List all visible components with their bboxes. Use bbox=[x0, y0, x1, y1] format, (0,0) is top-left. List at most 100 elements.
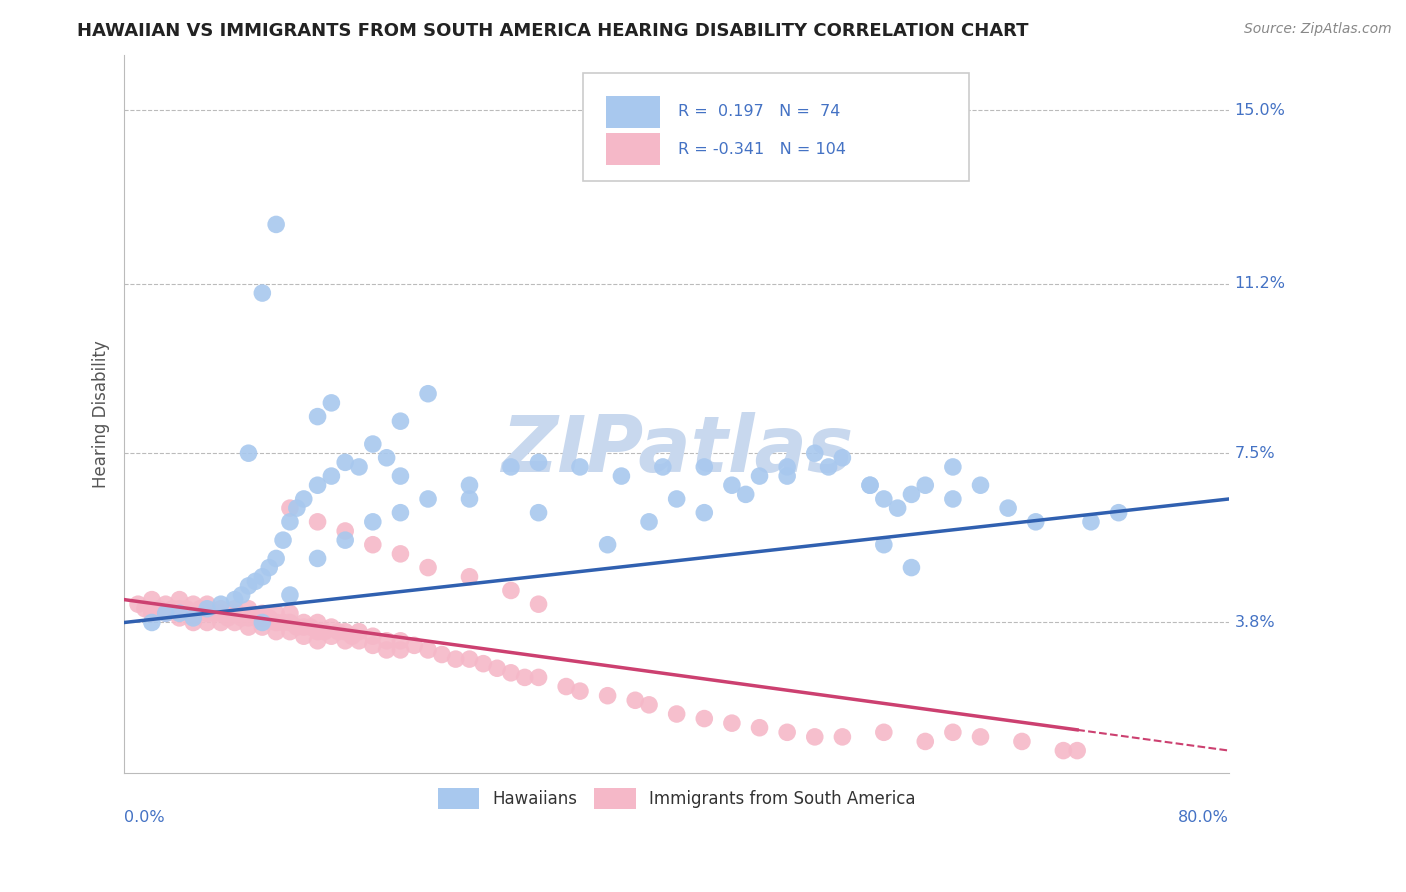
Point bbox=[651, 459, 673, 474]
Point bbox=[942, 725, 965, 739]
Point bbox=[321, 396, 343, 410]
Point bbox=[257, 560, 280, 574]
Point bbox=[900, 560, 922, 574]
Point bbox=[224, 592, 246, 607]
Text: 0.0%: 0.0% bbox=[124, 810, 165, 825]
Point bbox=[307, 633, 329, 648]
Point bbox=[307, 409, 329, 424]
Point bbox=[375, 450, 398, 465]
Point bbox=[569, 684, 592, 698]
Point bbox=[776, 469, 799, 483]
Point bbox=[141, 615, 163, 630]
Point bbox=[321, 469, 343, 483]
Point bbox=[188, 601, 211, 615]
Point bbox=[252, 286, 274, 301]
Point bbox=[231, 588, 253, 602]
Point bbox=[155, 607, 177, 621]
Point bbox=[252, 611, 274, 625]
Point bbox=[569, 459, 592, 474]
Point bbox=[527, 597, 550, 611]
Point bbox=[873, 725, 896, 739]
Point bbox=[859, 478, 882, 492]
Point bbox=[264, 218, 287, 232]
Point bbox=[942, 491, 965, 506]
Point bbox=[252, 615, 274, 630]
Point bbox=[859, 478, 882, 492]
Point bbox=[389, 414, 412, 428]
Point bbox=[134, 601, 156, 615]
Text: R = -0.341   N = 104: R = -0.341 N = 104 bbox=[678, 142, 846, 157]
Point bbox=[347, 459, 370, 474]
Point bbox=[238, 579, 260, 593]
Point bbox=[610, 469, 633, 483]
Point bbox=[141, 592, 163, 607]
Point bbox=[252, 620, 274, 634]
Point bbox=[217, 611, 239, 625]
Point bbox=[195, 597, 218, 611]
Point bbox=[1080, 515, 1102, 529]
Point bbox=[169, 611, 191, 625]
Text: R =  0.197   N =  74: R = 0.197 N = 74 bbox=[678, 104, 841, 120]
Point bbox=[155, 597, 177, 611]
Text: HAWAIIAN VS IMMIGRANTS FROM SOUTH AMERICA HEARING DISABILITY CORRELATION CHART: HAWAIIAN VS IMMIGRANTS FROM SOUTH AMERIC… bbox=[77, 22, 1029, 40]
Point bbox=[361, 515, 384, 529]
Point bbox=[444, 652, 467, 666]
Point bbox=[969, 730, 991, 744]
Point bbox=[292, 620, 315, 634]
Point bbox=[1052, 743, 1074, 757]
Point bbox=[527, 506, 550, 520]
Point bbox=[997, 501, 1019, 516]
Point bbox=[375, 633, 398, 648]
Point bbox=[278, 615, 301, 630]
Point bbox=[307, 615, 329, 630]
Point bbox=[264, 607, 287, 621]
Point bbox=[195, 607, 218, 621]
Point bbox=[748, 469, 770, 483]
Point bbox=[803, 446, 825, 460]
Point bbox=[169, 607, 191, 621]
Point bbox=[1108, 506, 1130, 520]
Point bbox=[1011, 734, 1033, 748]
Legend: Hawaiians, Immigrants from South America: Hawaiians, Immigrants from South America bbox=[430, 781, 922, 815]
Point bbox=[914, 478, 936, 492]
Point bbox=[328, 624, 350, 639]
Point bbox=[271, 615, 294, 630]
Point bbox=[499, 459, 522, 474]
Point bbox=[278, 607, 301, 621]
Point bbox=[292, 615, 315, 630]
Point bbox=[335, 533, 357, 548]
Point bbox=[527, 670, 550, 684]
Point bbox=[299, 620, 322, 634]
Point bbox=[209, 615, 232, 630]
Point bbox=[734, 487, 756, 501]
Point bbox=[458, 570, 481, 584]
Point bbox=[127, 597, 149, 611]
Point bbox=[914, 734, 936, 748]
Point bbox=[721, 716, 744, 731]
Point bbox=[389, 643, 412, 657]
Point bbox=[416, 560, 439, 574]
Point bbox=[314, 624, 336, 639]
Point bbox=[389, 506, 412, 520]
Text: Source: ZipAtlas.com: Source: ZipAtlas.com bbox=[1244, 22, 1392, 37]
Point bbox=[162, 601, 184, 615]
Point bbox=[169, 601, 191, 615]
Point bbox=[238, 620, 260, 634]
Point bbox=[335, 455, 357, 469]
Point bbox=[1025, 515, 1047, 529]
Y-axis label: Hearing Disability: Hearing Disability bbox=[93, 341, 110, 488]
Point bbox=[307, 551, 329, 566]
Point bbox=[155, 607, 177, 621]
Point bbox=[209, 601, 232, 615]
Point bbox=[817, 459, 839, 474]
Point bbox=[1066, 743, 1088, 757]
Point bbox=[224, 615, 246, 630]
Point bbox=[231, 611, 253, 625]
Point bbox=[278, 588, 301, 602]
Point bbox=[831, 450, 853, 465]
Point bbox=[969, 478, 991, 492]
Point bbox=[803, 730, 825, 744]
Text: 11.2%: 11.2% bbox=[1234, 277, 1285, 292]
Point bbox=[596, 689, 619, 703]
Point bbox=[202, 607, 225, 621]
